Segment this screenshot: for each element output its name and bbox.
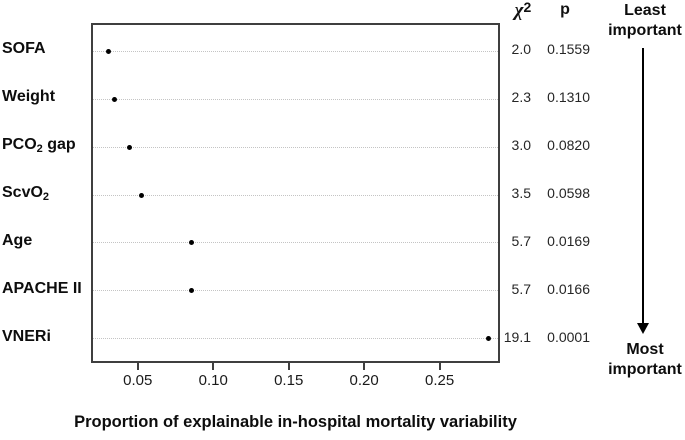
gridline <box>93 290 498 292</box>
x-axis-tick-mark <box>136 363 139 370</box>
x-axis-tick-label: 0.25 <box>425 372 455 389</box>
row-label: SOFA <box>2 39 46 59</box>
data-dot <box>126 144 132 150</box>
row-label-text: SOFA <box>2 40 46 58</box>
gridline <box>93 50 498 52</box>
x-axis-tick-label: 0.10 <box>198 372 228 389</box>
x-axis-tick-mark <box>363 363 366 370</box>
p-value: 0.0169 <box>547 232 590 249</box>
gridline <box>93 98 498 100</box>
chi-square-value: 3.5 <box>511 185 531 201</box>
chi-letter: χ <box>514 0 524 21</box>
p-value: 0.1559 <box>547 41 590 58</box>
row-label: PCO2 gap <box>2 135 76 155</box>
x-axis-tick-mark <box>287 363 290 370</box>
row-label: ScvO2 <box>2 183 49 203</box>
chi-exponent: 2 <box>523 0 532 15</box>
p-value: 0.0598 <box>547 185 590 201</box>
chi-square-column-header: χ2 <box>501 0 545 21</box>
row-label-text: PCO <box>2 136 37 154</box>
row-label: VNERi <box>2 327 51 347</box>
data-dot <box>105 48 111 54</box>
x-axis-tick-label: 0.05 <box>123 372 153 389</box>
p-value: 0.0001 <box>547 328 590 345</box>
row-label-text: APACHE II <box>2 279 82 297</box>
data-dot <box>188 288 194 294</box>
x-axis-tick-label: 0.15 <box>274 372 304 389</box>
p-value: 0.0166 <box>547 280 590 297</box>
row-label: APACHE II <box>2 279 82 299</box>
data-dot <box>188 240 194 246</box>
data-dot <box>485 336 491 342</box>
row-label-subscript: 2 <box>36 143 43 156</box>
x-axis-tick-mark <box>438 363 441 370</box>
chi-square-value: 5.7 <box>511 280 531 297</box>
p-value-column-header: p <box>560 1 570 18</box>
gridline <box>93 338 498 340</box>
importance-arrow-line <box>642 48 644 324</box>
gridline <box>93 146 498 148</box>
p-value: 0.0820 <box>547 137 590 154</box>
chi-square-value: 5.7 <box>511 232 531 249</box>
p-value: 0.1310 <box>547 89 590 106</box>
row-label-text: VNERi <box>2 327 51 345</box>
x-axis-tick-mark <box>212 363 215 370</box>
chi-square-value: 2.0 <box>511 41 531 58</box>
importance-arrow-head-icon <box>637 323 649 334</box>
gridline <box>93 194 498 196</box>
least-important-annotation: Least important <box>608 2 682 39</box>
chi-square-value: 2.3 <box>511 89 531 106</box>
most-important-annotation: Most important <box>608 341 682 378</box>
row-label-text: ScvO <box>2 184 43 201</box>
data-dot <box>111 96 117 102</box>
data-dot <box>138 192 144 198</box>
chi-square-value: 19.1 <box>503 328 531 345</box>
row-label-subscript: 2 <box>42 191 50 203</box>
chi-square-value: 3.0 <box>511 137 531 154</box>
row-label-text: Weight <box>2 88 56 106</box>
row-label: Age <box>2 231 32 251</box>
plot-area <box>91 23 500 363</box>
x-axis-title: Proportion of explainable in-hospital mo… <box>74 413 517 431</box>
row-label-text: Age <box>2 231 33 249</box>
gridline <box>93 242 498 244</box>
row-label-text: gap <box>42 136 76 154</box>
x-axis-tick-label: 0.20 <box>349 372 379 389</box>
row-label: Weight <box>2 87 55 107</box>
